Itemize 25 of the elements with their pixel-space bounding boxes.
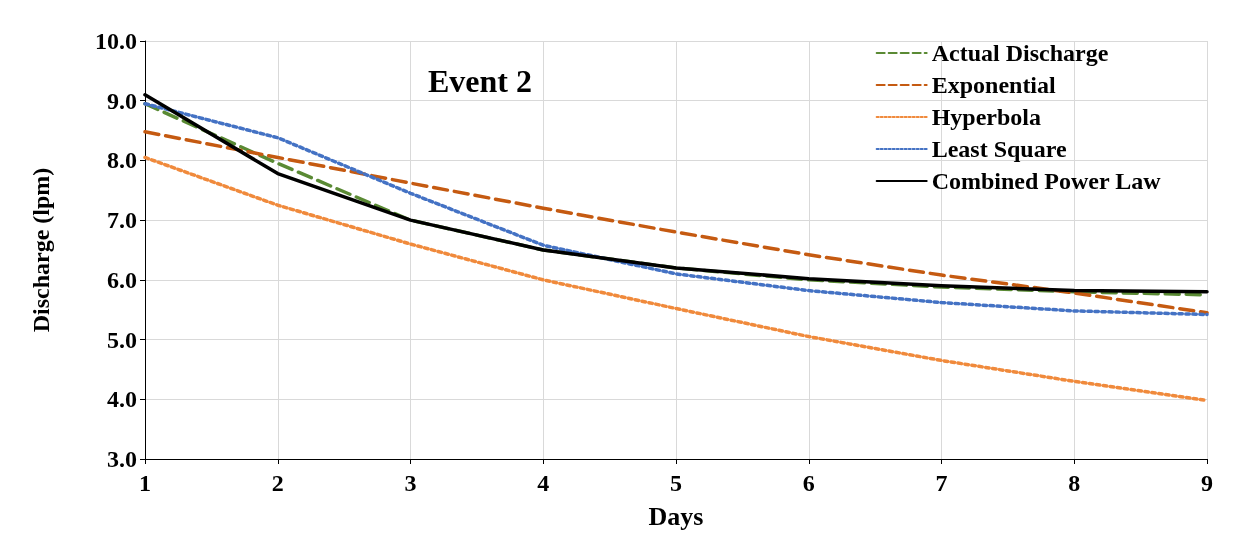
x-tick-label: 4 — [537, 470, 550, 496]
legend-label: Exponential — [931, 72, 1057, 98]
y-tick-label: 6.0 — [107, 266, 137, 293]
legend-label: Least Square — [931, 136, 1067, 162]
x-axis-title: Days — [648, 501, 704, 531]
y-tick-label: 3.0 — [107, 446, 137, 472]
y-tick-label: 4.0 — [107, 386, 137, 413]
x-tick-label: 1 — [139, 470, 151, 496]
legend-label: Actual Discharge — [931, 40, 1109, 66]
x-tick-label: 9 — [1201, 470, 1213, 496]
x-tick-label: 5 — [670, 470, 682, 496]
text: Event 2 — [428, 63, 532, 99]
y-axis-title: Discharge (lpm) — [28, 167, 54, 333]
x-tick-label: 7 — [935, 470, 948, 496]
x-tick-label: 8 — [1068, 470, 1081, 496]
legend-label: Combined Power Law — [931, 168, 1162, 194]
legend-label: Hyperbola — [931, 104, 1042, 130]
y-tick-label: 10.0 — [95, 28, 137, 54]
x-tick-label: 2 — [271, 470, 284, 496]
x-tick-label: 3 — [404, 470, 417, 496]
x-tick-label: 6 — [802, 470, 815, 496]
y-tick-label: 7.0 — [107, 207, 137, 234]
y-tick-label: 5.0 — [107, 326, 137, 353]
y-tick-label: 8.0 — [107, 147, 137, 174]
y-tick-label: 9.0 — [107, 87, 137, 114]
